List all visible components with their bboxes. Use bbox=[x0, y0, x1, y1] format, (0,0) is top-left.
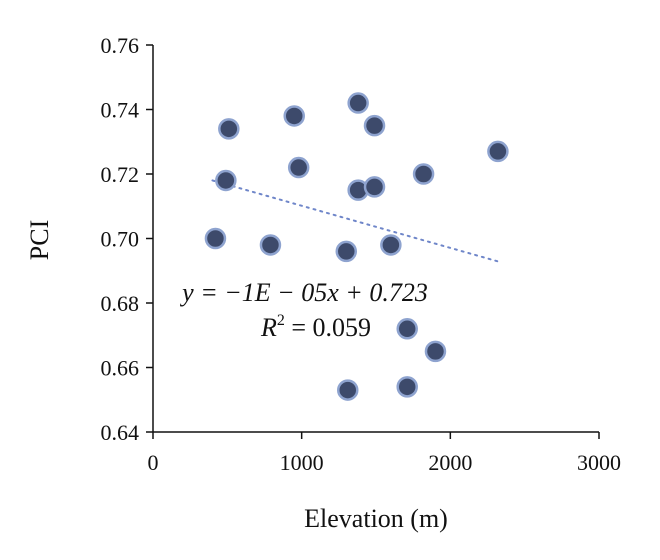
r-squared-label: R2 = 0.059 bbox=[260, 312, 371, 342]
trendline-layer bbox=[211, 179, 499, 263]
y-tick-label: 0.68 bbox=[101, 291, 140, 316]
data-point bbox=[215, 169, 237, 192]
data-point bbox=[259, 234, 282, 256]
data-point bbox=[287, 156, 310, 179]
r-squared-superscript: 2 bbox=[277, 312, 285, 329]
y-tick-label: 0.66 bbox=[101, 356, 140, 381]
data-point bbox=[424, 340, 447, 363]
x-tick-label: 2000 bbox=[428, 450, 472, 475]
data-point bbox=[283, 105, 305, 127]
data-point bbox=[347, 92, 369, 114]
data-point bbox=[204, 227, 227, 250]
data-point bbox=[380, 234, 402, 256]
regression-equation: y = −1E − 05x + 0.723 bbox=[179, 278, 428, 307]
y-axis-title: PCI bbox=[25, 220, 54, 260]
r-squared-symbol: R bbox=[260, 313, 277, 342]
data-point bbox=[412, 163, 435, 185]
data-point bbox=[363, 176, 386, 198]
y-tick-label: 0.74 bbox=[101, 98, 140, 123]
x-tick-label: 1000 bbox=[280, 450, 324, 475]
data-point bbox=[396, 376, 418, 398]
data-point bbox=[337, 379, 359, 401]
y-tick-label: 0.76 bbox=[101, 33, 140, 58]
y-tick-label: 0.72 bbox=[101, 162, 140, 187]
points-layer bbox=[204, 92, 509, 401]
y-axis: 0.64 0.66 0.68 0.70 0.72 0.74 0.76 bbox=[101, 33, 154, 445]
data-point bbox=[487, 140, 509, 163]
data-point bbox=[363, 114, 386, 137]
data-point bbox=[396, 318, 418, 340]
data-point bbox=[335, 240, 358, 263]
y-tick-label: 0.64 bbox=[101, 420, 140, 445]
r-squared-value: = 0.059 bbox=[285, 313, 371, 342]
data-point bbox=[218, 118, 240, 140]
trendline bbox=[211, 179, 499, 263]
x-tick-label: 3000 bbox=[577, 450, 621, 475]
y-tick-label: 0.70 bbox=[101, 227, 140, 252]
regression-equation-text: y = −1E − 05x + 0.723 bbox=[179, 278, 428, 307]
x-axis-title: Elevation (m) bbox=[304, 504, 448, 533]
x-tick-label: 0 bbox=[148, 450, 159, 475]
x-axis: 0 1000 2000 3000 bbox=[148, 431, 621, 475]
